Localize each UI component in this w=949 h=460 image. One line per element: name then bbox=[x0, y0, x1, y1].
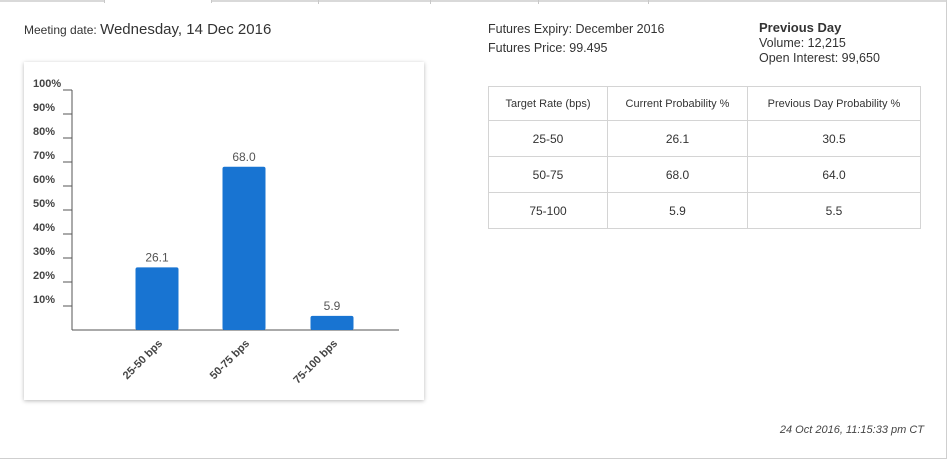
bar-data-label: 26.1 bbox=[145, 250, 169, 264]
column-header-previous-day-probability: Previous Day Probability % bbox=[747, 86, 921, 121]
y-tick-label: 70% bbox=[33, 150, 55, 162]
meeting-date: Meeting date: Wednesday, 14 Dec 2016 bbox=[24, 21, 271, 38]
target-rate-cell: 75-100 bbox=[488, 192, 608, 229]
target-rate-cell: 50-75 bbox=[488, 156, 608, 193]
active-tab[interactable] bbox=[104, 0, 212, 3]
previous-day-probability-cell: 30.5 bbox=[747, 120, 921, 157]
tab-divider bbox=[430, 0, 431, 4]
tab-strip bbox=[0, 0, 946, 2]
bar-data-label: 5.9 bbox=[324, 299, 341, 313]
y-tick-label: 40% bbox=[33, 222, 55, 234]
y-tick-label: 10% bbox=[33, 294, 55, 306]
table-row: 50-75 68.0 64.0 bbox=[488, 156, 921, 193]
futures-expiry: Futures Expiry: December 2016 bbox=[488, 22, 665, 36]
bar bbox=[135, 267, 179, 330]
meeting-date-value: Wednesday, 14 Dec 2016 bbox=[100, 21, 272, 38]
probability-chart-card: 10% 20% 30% 40% 50% 60% 70% 80% 90% 100% 26.1 25-50… bbox=[24, 62, 424, 400]
last-updated-timestamp: 24 Oct 2016, 11:15:33 pm CT bbox=[779, 424, 924, 436]
target-rate-cell: 25-50 bbox=[488, 120, 608, 157]
table-row: 75-100 5.9 5.5 bbox=[488, 192, 921, 229]
tab-divider bbox=[648, 0, 649, 4]
current-probability-cell: 5.9 bbox=[607, 192, 748, 229]
bar bbox=[310, 315, 354, 330]
x-category-label: 50-75 bps bbox=[208, 338, 252, 382]
y-tick-label: 90% bbox=[33, 102, 55, 114]
tab-divider bbox=[538, 0, 539, 4]
table-header-row: Target Rate (bps) Current Probability % … bbox=[488, 86, 921, 121]
y-tick-label: 100% bbox=[33, 78, 61, 90]
current-probability-cell: 26.1 bbox=[607, 120, 748, 157]
column-header-target-rate: Target Rate (bps) bbox=[488, 86, 608, 121]
previous-day-probability-cell: 64.0 bbox=[747, 156, 921, 193]
tab-divider bbox=[318, 0, 319, 4]
y-tick-label: 20% bbox=[33, 270, 55, 282]
table-row: 25-50 26.1 30.5 bbox=[488, 120, 921, 157]
y-tick-label: 30% bbox=[33, 246, 55, 258]
previous-day-title: Previous Day bbox=[759, 20, 842, 35]
y-tick-label: 50% bbox=[33, 198, 55, 210]
x-category-label: 75-100 bps bbox=[291, 338, 340, 387]
bar bbox=[222, 166, 266, 330]
y-tick-label: 80% bbox=[33, 126, 55, 138]
column-header-current-probability: Current Probability % bbox=[607, 86, 748, 121]
futures-price: Futures Price: 99.495 bbox=[488, 41, 608, 55]
previous-day-probability-cell: 5.5 bbox=[747, 192, 921, 229]
x-category-label: 25-50 bps bbox=[121, 338, 165, 382]
y-tick-label: 60% bbox=[33, 174, 55, 186]
probability-table: Target Rate (bps) Current Probability % … bbox=[488, 86, 921, 229]
probability-bar-chart: 10% 20% 30% 40% 50% 60% 70% 80% 90% 100% 26.1 25-50… bbox=[33, 78, 399, 387]
bar-data-label: 68.0 bbox=[232, 150, 256, 164]
current-probability-cell: 68.0 bbox=[607, 156, 748, 193]
previous-day-open-interest: Open Interest: 99,650 bbox=[759, 51, 880, 65]
meeting-date-label: Meeting date: bbox=[24, 23, 97, 37]
previous-day-volume: Volume: 12,215 bbox=[759, 36, 846, 50]
